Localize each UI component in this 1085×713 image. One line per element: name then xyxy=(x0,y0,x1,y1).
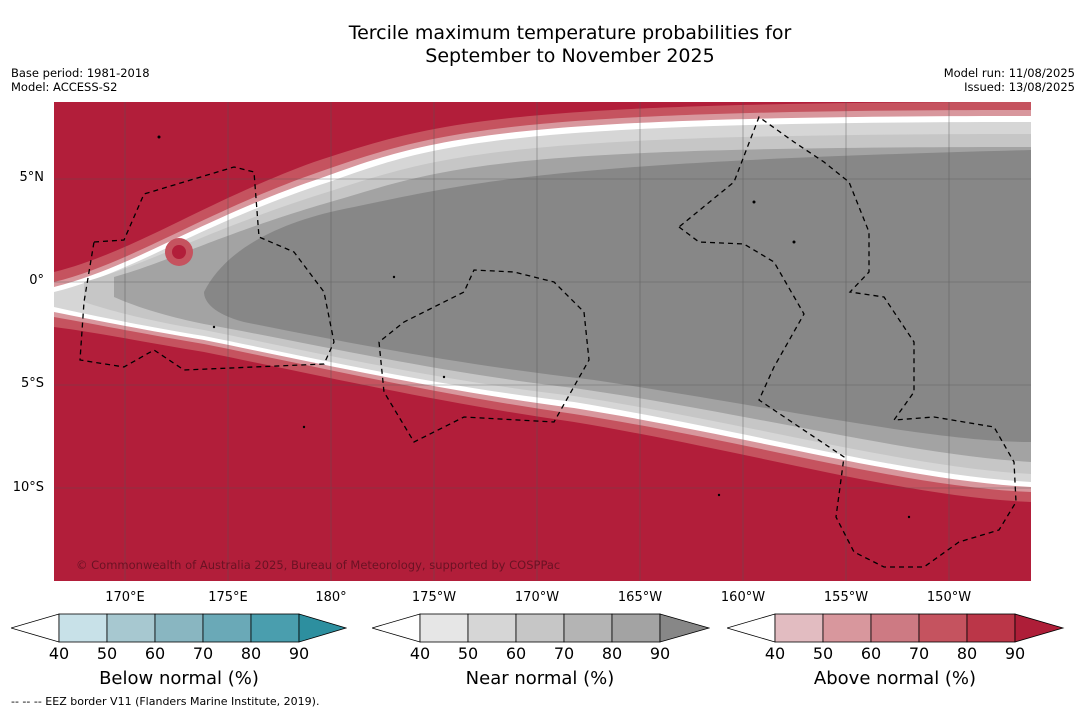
lon-label: 175°E xyxy=(208,590,248,605)
islands xyxy=(157,135,911,519)
tick: 40 xyxy=(764,644,786,663)
near-normal-90-region xyxy=(204,150,1031,442)
issued-date: Issued: 13/08/2025 xyxy=(964,80,1075,94)
tick: 50 xyxy=(812,644,834,663)
colorbar-below-normal xyxy=(9,613,348,647)
lon-label: 165°W xyxy=(617,590,663,605)
tick: 70 xyxy=(908,644,930,663)
lon-label: 175°W xyxy=(411,590,457,605)
map-title: Tercile maximum temperature probabilitie… xyxy=(0,22,1085,68)
lat-label-5n: 5°N xyxy=(19,170,45,185)
lat-label-eq: 0° xyxy=(29,273,44,288)
lat-label-10s: 10°S xyxy=(12,480,44,495)
colorbar-below-label: Below normal (%) xyxy=(99,668,259,689)
colorbar-above-label: Above normal (%) xyxy=(813,668,977,689)
base-period: Base period: 1981-2018 xyxy=(11,66,150,80)
tick: 60 xyxy=(505,644,527,663)
model-name: Model: ACCESS-S2 xyxy=(11,80,118,94)
tick: 80 xyxy=(601,644,623,663)
lon-label: 170°E xyxy=(105,590,145,605)
colorbar-near-normal-scale xyxy=(370,613,711,643)
colorbar-above-normal-scale xyxy=(725,613,1065,643)
tick: 80 xyxy=(240,644,262,663)
eez-legend-note: -- -- -- EEZ border V11 (Flanders Marine… xyxy=(11,695,320,708)
tick: 50 xyxy=(96,644,118,663)
graticule xyxy=(54,102,1031,581)
lon-label: 150°W xyxy=(926,590,972,605)
run-info: Model run: 11/08/2025 Issued: 13/08/2025 xyxy=(944,66,1075,94)
tick: 60 xyxy=(144,644,166,663)
tick: 90 xyxy=(1004,644,1026,663)
copyright-notice: © Commonwealth of Australia 2025, Bureau… xyxy=(76,558,561,572)
tick: 60 xyxy=(860,644,882,663)
colorbar-near-normal xyxy=(370,613,711,647)
model-info: Base period: 1981-2018 Model: ACCESS-S2 xyxy=(11,66,150,94)
above-normal-hotspot-core xyxy=(172,245,186,259)
eez-borders xyxy=(79,115,1017,568)
tick: 50 xyxy=(457,644,479,663)
lon-label: 155°W xyxy=(823,590,869,605)
tick: 90 xyxy=(649,644,671,663)
title-line-1: Tercile maximum temperature probabilitie… xyxy=(348,22,792,44)
colorbar-below-normal-scale xyxy=(9,613,348,643)
tick: 70 xyxy=(192,644,214,663)
lon-label: 180° xyxy=(315,590,347,605)
tick: 90 xyxy=(288,644,310,663)
lat-label-5s: 5°S xyxy=(20,376,44,391)
map-canvas xyxy=(54,102,1031,581)
model-run-date: Model run: 11/08/2025 xyxy=(943,66,1075,80)
tick: 40 xyxy=(48,644,70,663)
probability-map: © Commonwealth of Australia 2025, Bureau… xyxy=(54,102,1031,581)
lon-label: 160°W xyxy=(720,590,766,605)
title-line-2: September to November 2025 xyxy=(425,45,715,67)
tick: 70 xyxy=(553,644,575,663)
tick: 80 xyxy=(956,644,978,663)
colorbar-above-normal xyxy=(725,613,1065,647)
lon-label: 170°W xyxy=(514,590,560,605)
colorbar-near-label: Near normal (%) xyxy=(465,668,615,689)
tick: 40 xyxy=(409,644,431,663)
